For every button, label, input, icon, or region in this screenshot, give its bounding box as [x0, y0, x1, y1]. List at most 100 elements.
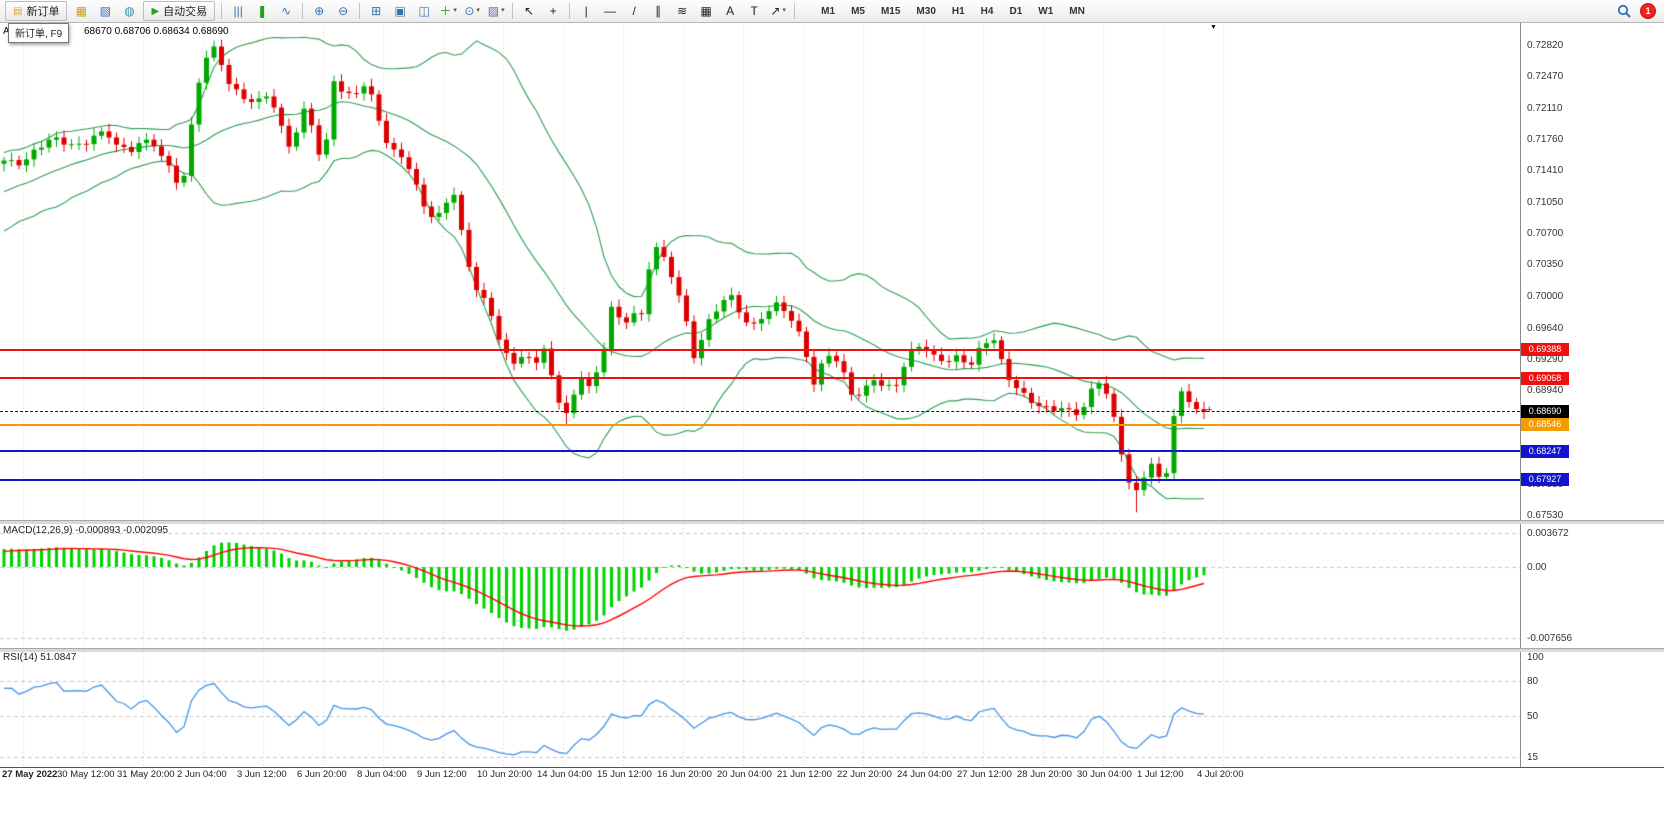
rsi-axis-label: 15 — [1527, 752, 1539, 763]
price-axis-label: 0.67530 — [1527, 510, 1564, 521]
time-axis-label: 16 Jun 20:00 — [657, 769, 712, 780]
time-axis-label: 27 May 2022 — [2, 769, 58, 780]
new-order-button-label: 新订单 — [26, 6, 60, 18]
profiles-icon[interactable]: ▧ — [94, 1, 116, 21]
period-dropdown-caret: ▾ — [476, 7, 480, 14]
arrange-windows-icon-glyph: ◫ — [418, 4, 430, 18]
zoom-in-icon-glyph: ⊕ — [314, 4, 325, 18]
line-chart-icon-glyph: ∿ — [281, 4, 292, 18]
price-tag-0.68546: 0.68546 — [1521, 418, 1569, 431]
price-axis-label: 0.69290 — [1527, 354, 1564, 365]
timeframe-button-mn[interactable]: MN — [1069, 5, 1085, 17]
panel-separator-rsi[interactable] — [0, 648, 1664, 652]
toolbar-separator — [569, 3, 571, 19]
new-chart-dropdown-caret: ▾ — [453, 7, 457, 14]
trendline-icon[interactable]: / — [623, 1, 645, 21]
arrows-dropdown-glyph: ↗ — [770, 4, 781, 18]
macd-indicator-label: MACD(12,26,9) -0.000893 -0.002095 — [3, 525, 169, 536]
rsi-indicator-label: RSI(14) 51.0847 — [3, 652, 77, 663]
toolbar-separator — [221, 3, 223, 19]
market-icon[interactable]: ◍ — [118, 1, 140, 21]
time-axis-label: 30 May 12:00 — [57, 769, 115, 780]
timeframe-button-m1[interactable]: M1 — [821, 5, 836, 17]
notification-badge[interactable]: 1 — [1640, 3, 1656, 19]
horizontal-line-object[interactable] — [0, 377, 1520, 379]
time-axis-label: 14 Jun 04:00 — [537, 769, 592, 780]
text-label-icon[interactable]: T — [743, 1, 765, 21]
shapes-icon-glyph: ▦ — [700, 4, 712, 18]
horizontal-line-object[interactable] — [0, 424, 1520, 426]
crosshair-icon[interactable]: + — [542, 1, 564, 21]
price-axis-label: 0.71410 — [1527, 165, 1564, 176]
price-axis-label: 0.70350 — [1527, 259, 1564, 270]
toolbar-right: 1 — [1617, 0, 1656, 22]
panel-separator-macd[interactable] — [0, 520, 1664, 524]
crosshair-icon-glyph: + — [549, 4, 557, 18]
timeframe-button-m5[interactable]: M5 — [851, 5, 865, 17]
zoom-out-icon[interactable]: ⊖ — [332, 1, 354, 21]
price-cursor-cross: + — [1206, 404, 1213, 416]
tile-windows-icon[interactable]: ⊞ — [365, 1, 387, 21]
horizontal-line-icon-glyph: — — [604, 4, 617, 18]
search-icon[interactable] — [1617, 4, 1632, 19]
shapes-icon[interactable]: ▦ — [695, 1, 717, 21]
horizontal-line-object[interactable] — [0, 479, 1520, 481]
trendline-icon-glyph: / — [632, 4, 636, 18]
line-chart-icon[interactable]: ∿ — [275, 1, 297, 21]
timeframe-button-m15[interactable]: M15 — [880, 5, 901, 17]
arrange-windows-icon[interactable]: ◫ — [413, 1, 435, 21]
text-icon[interactable]: A — [719, 1, 741, 21]
new-order-button[interactable]: ▤ 新订单 — [5, 1, 68, 21]
arrows-dropdown[interactable]: ↗ ▾ — [767, 1, 789, 21]
vertical-line-icon[interactable]: | — [575, 1, 597, 21]
macd-axis-label: -0.007656 — [1527, 633, 1573, 644]
new-chart-dropdown[interactable]: ＋ ▾ — [437, 1, 459, 21]
cascade-windows-icon[interactable]: ▣ — [389, 1, 411, 21]
price-tag-0.69068: 0.69068 — [1521, 372, 1569, 385]
new-chart-icon[interactable]: ▦ — [70, 1, 92, 21]
time-axis-label: 15 Jun 12:00 — [597, 769, 652, 780]
horizontal-line-object[interactable] — [0, 349, 1520, 351]
current-price-line[interactable] — [0, 411, 1520, 412]
timeframe-button-h4[interactable]: H4 — [980, 5, 994, 17]
timeframe-button-w1[interactable]: W1 — [1038, 5, 1054, 17]
horizontal-line-object[interactable] — [0, 450, 1520, 452]
period-dropdown[interactable]: ⊙ ▾ — [461, 1, 483, 21]
time-axis-label: 20 Jun 04:00 — [717, 769, 772, 780]
cursor-icon[interactable]: ↖ — [518, 1, 540, 21]
text-label-icon-glyph: T — [750, 4, 758, 18]
timeframe-button-m30[interactable]: M30 — [916, 5, 936, 17]
new-order-button-icon: ▤ — [13, 5, 23, 17]
scroll-anchor-icon[interactable]: ▼ — [1210, 24, 1217, 31]
rsi-axis-label: 100 — [1527, 652, 1544, 663]
price-tag-0.69388: 0.69388 — [1521, 343, 1569, 356]
auto-trading-button[interactable]: ▶ 自动交易 — [143, 1, 216, 21]
zoom-in-icon[interactable]: ⊕ — [308, 1, 330, 21]
price-axis-label: 0.72470 — [1527, 71, 1564, 82]
template-dropdown-glyph: ▨ — [487, 4, 500, 18]
fibonacci-icon[interactable]: ≋ — [671, 1, 693, 21]
horizontal-line-icon[interactable]: — — [599, 1, 621, 21]
channel-icon[interactable]: ∥ — [647, 1, 669, 21]
time-axis-label: 21 Jun 12:00 — [777, 769, 832, 780]
auto-trading-button-label: 自动交易 — [163, 6, 208, 18]
market-icon-glyph: ◍ — [124, 4, 135, 18]
candlestick-chart-icon[interactable]: ❚ — [251, 1, 273, 21]
time-axis-label: 24 Jun 04:00 — [897, 769, 952, 780]
time-axis-separator — [0, 767, 1664, 768]
profiles-icon-glyph: ▧ — [99, 4, 112, 18]
time-axis-label: 30 Jun 04:00 — [1077, 769, 1132, 780]
bar-chart-icon[interactable]: ||| — [227, 1, 249, 21]
time-axis-label: 1 Jul 12:00 — [1137, 769, 1184, 780]
price-axis-separator — [1520, 23, 1521, 768]
timeframe-button-h1[interactable]: H1 — [951, 5, 965, 17]
time-axis-label: 27 Jun 12:00 — [957, 769, 1012, 780]
price-axis-label: 0.71050 — [1527, 197, 1564, 208]
timeframe-button-d1[interactable]: D1 — [1009, 5, 1023, 17]
arrows-dropdown-caret: ▾ — [782, 7, 786, 14]
template-dropdown[interactable]: ▨ ▾ — [485, 1, 507, 21]
time-axis-label: 3 Jun 12:00 — [237, 769, 287, 780]
toolbar-separator — [302, 3, 304, 19]
macd-axis-label: 0.00 — [1527, 562, 1547, 573]
